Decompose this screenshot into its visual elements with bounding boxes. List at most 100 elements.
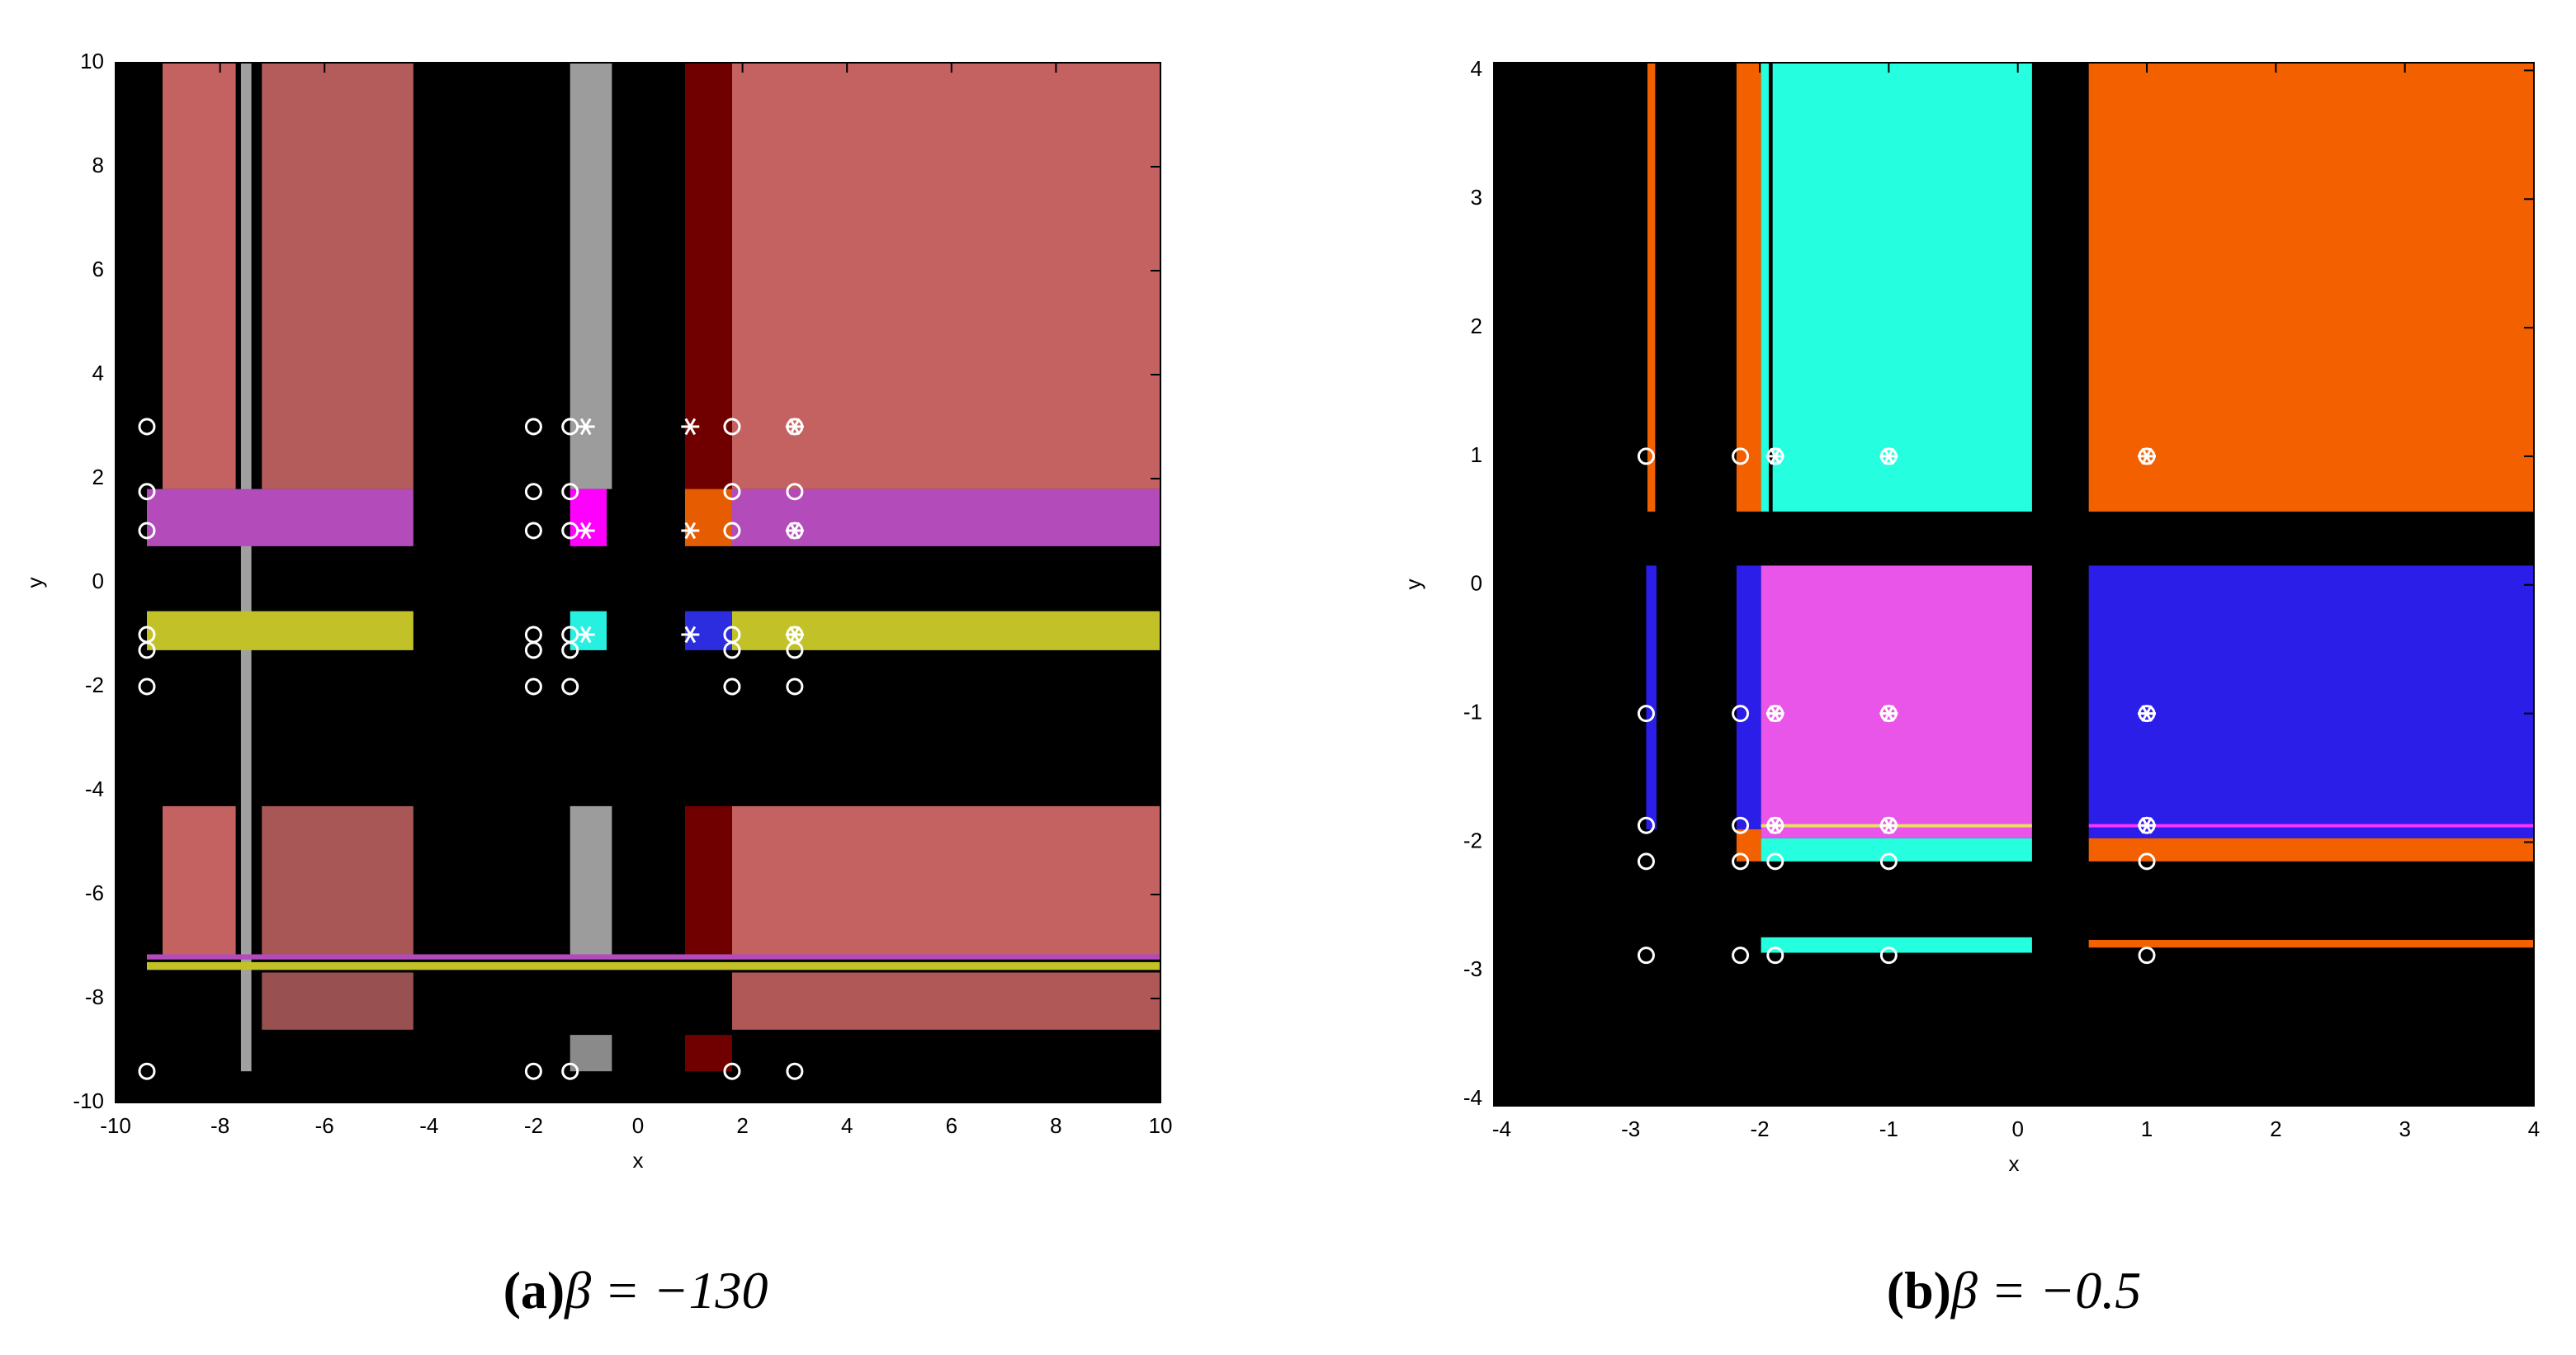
point-circle — [786, 483, 804, 501]
y-tick-label: -2 — [85, 673, 104, 697]
point-circle — [786, 678, 804, 696]
point-star — [785, 418, 804, 436]
point-circle — [723, 641, 741, 659]
point-star — [1765, 816, 1784, 834]
region — [162, 63, 236, 489]
y-tick-label: 2 — [92, 465, 104, 489]
point-star — [785, 626, 804, 644]
region — [570, 805, 612, 957]
x-tick-label: -10 — [100, 1113, 131, 1138]
y-tick-label: -4 — [1463, 1085, 1482, 1110]
point-circle — [561, 1062, 579, 1080]
caption: (b)β = −0.5 — [1887, 1261, 2141, 1320]
region — [146, 954, 1161, 960]
point-circle — [524, 418, 542, 436]
point-star — [681, 522, 700, 540]
point-circle — [1732, 447, 1750, 465]
region — [2088, 939, 2534, 948]
point-star — [1879, 447, 1898, 465]
x-tick-label: -4 — [1492, 1117, 1511, 1141]
region — [2088, 838, 2534, 862]
region — [1646, 565, 1657, 829]
region — [1736, 829, 1761, 862]
y-tick-label: -6 — [85, 881, 104, 905]
point-circle — [524, 1062, 542, 1080]
region — [684, 805, 732, 957]
x-tick-label: -8 — [210, 1113, 229, 1138]
point-star — [576, 522, 595, 540]
point-circle — [524, 678, 542, 696]
point-star — [576, 418, 595, 436]
region — [570, 1035, 612, 1072]
point-circle — [561, 641, 579, 659]
region — [162, 805, 236, 957]
point-circle — [1637, 705, 1655, 723]
region — [1761, 937, 2032, 953]
region — [1761, 565, 2032, 838]
region — [1761, 63, 2032, 512]
region — [262, 63, 414, 489]
point-star — [1765, 705, 1784, 722]
y-tick-label: 3 — [1471, 185, 1482, 210]
region — [731, 489, 1160, 546]
region — [1736, 565, 1761, 829]
y-tick-label: 2 — [1471, 314, 1482, 338]
region — [2088, 824, 2534, 828]
point-circle — [1879, 852, 1898, 871]
y-axis-label: y — [1401, 579, 1425, 590]
x-tick-label: 2 — [2270, 1117, 2281, 1141]
region — [731, 63, 1160, 489]
point-circle — [138, 522, 156, 540]
region — [731, 972, 1160, 1030]
x-tick-label: 4 — [2528, 1117, 2540, 1141]
point-star — [576, 626, 595, 644]
point-star — [681, 418, 700, 436]
point-circle — [723, 418, 741, 436]
y-tick-label: 4 — [92, 361, 104, 385]
region — [262, 972, 414, 1030]
point-star — [785, 522, 804, 540]
y-tick-label: -1 — [1463, 700, 1482, 725]
point-circle — [786, 1062, 804, 1080]
y-tick-label: -4 — [85, 777, 104, 801]
x-tick-label: -4 — [419, 1113, 438, 1138]
x-tick-label: -1 — [1879, 1117, 1898, 1141]
x-tick-label: -2 — [524, 1113, 543, 1138]
y-tick-label: 0 — [1471, 571, 1482, 596]
point-star — [681, 626, 700, 644]
point-circle — [138, 678, 156, 696]
region — [1647, 63, 1656, 512]
x-axis-label: x — [633, 1148, 644, 1173]
x-tick-label: 0 — [632, 1113, 644, 1138]
point-circle — [1637, 447, 1655, 465]
x-tick-label: 6 — [946, 1113, 957, 1138]
region — [240, 63, 252, 1072]
x-tick-label: -3 — [1621, 1117, 1640, 1141]
point-star — [1765, 447, 1784, 465]
y-tick-label: -2 — [1463, 828, 1482, 852]
region — [684, 489, 732, 546]
region — [731, 805, 1160, 957]
y-tick-label: 1 — [1471, 442, 1482, 467]
x-tick-label: 1 — [2141, 1117, 2153, 1141]
y-tick-label: -3 — [1463, 956, 1482, 981]
region — [262, 805, 414, 957]
y-axis-label: y — [22, 578, 47, 588]
region — [146, 611, 414, 650]
point-circle — [1879, 947, 1898, 965]
region — [684, 63, 732, 489]
point-circle — [2138, 947, 2156, 965]
point-circle — [1637, 816, 1655, 834]
point-circle — [138, 641, 156, 659]
x-tick-label: 10 — [1149, 1113, 1173, 1138]
point-circle — [1732, 947, 1750, 965]
point-circle — [524, 522, 542, 540]
region — [570, 63, 612, 489]
region — [1736, 63, 1761, 512]
x-tick-label: 3 — [2399, 1117, 2410, 1141]
y-tick-label: 8 — [92, 153, 104, 177]
caption: (a)β = −130 — [503, 1261, 768, 1320]
point-star — [1879, 816, 1898, 834]
x-axis-label: x — [2009, 1151, 2020, 1176]
